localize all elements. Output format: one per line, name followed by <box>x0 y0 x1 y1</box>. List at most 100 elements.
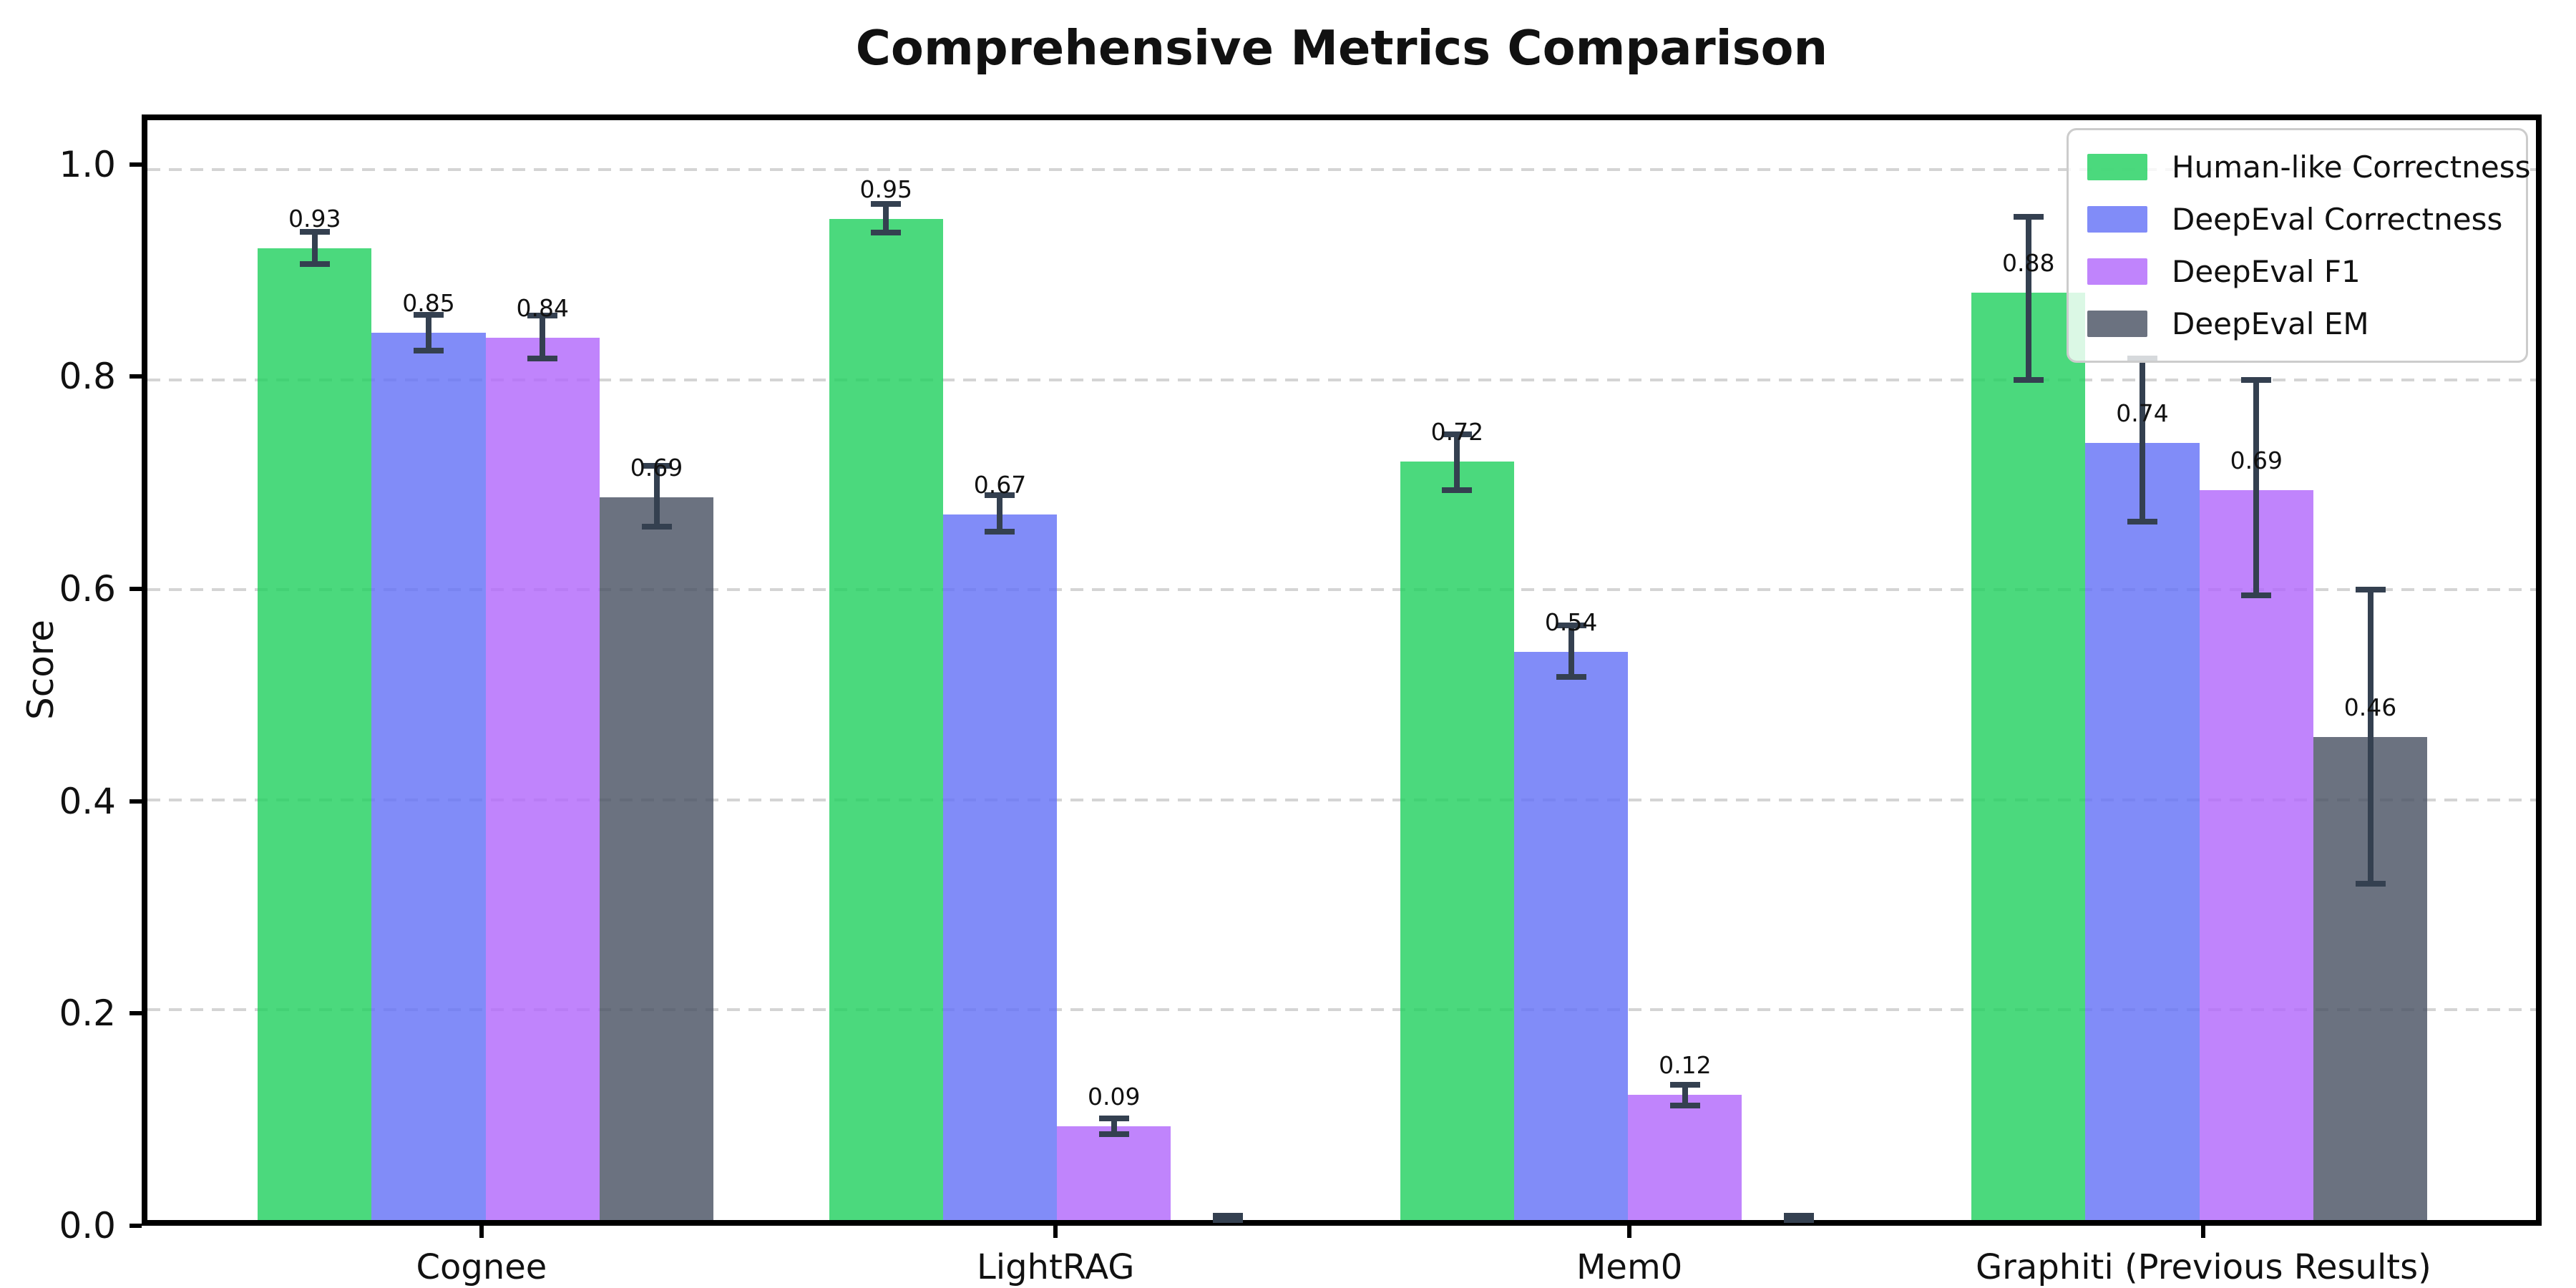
bar <box>1513 651 1629 1220</box>
error-bar-cap-bottom <box>1212 1217 1243 1223</box>
bar-value-label: 0.85 <box>402 288 455 317</box>
error-bar-cap-bottom <box>2355 881 2386 887</box>
bar <box>2085 442 2200 1220</box>
error-bar-cap-top <box>2013 214 2044 220</box>
legend-swatch <box>2087 206 2147 233</box>
error-bar-cap-top <box>1669 1081 1700 1088</box>
error-bar <box>2253 379 2260 595</box>
error-bar <box>1454 434 1460 490</box>
error-bar-cap-bottom <box>641 524 672 530</box>
error-bar-cap-bottom <box>414 347 444 353</box>
error-bar-cap-bottom <box>1556 674 1586 680</box>
error-bar-cap-bottom <box>1442 487 1473 493</box>
bar <box>942 514 1058 1220</box>
y-tick-label: 0.4 <box>59 780 116 822</box>
legend-item: DeepEval EM <box>2087 298 2507 350</box>
y-tick-label: 0.2 <box>59 992 116 1035</box>
error-bar-cap-top <box>2241 376 2272 383</box>
bar-value-label: 0.95 <box>859 175 912 204</box>
error-bar-cap-bottom <box>871 230 902 236</box>
legend-item: Human-like Correctness <box>2087 141 2531 193</box>
bar-value-label: 0.93 <box>288 205 341 233</box>
error-bar-cap-bottom <box>527 356 558 362</box>
gridline <box>147 798 2536 801</box>
x-tick-label: Cognee <box>416 1247 547 1287</box>
bar-value-label: 0.12 <box>1659 1051 1712 1080</box>
bar-value-label: 0.88 <box>2002 248 2055 277</box>
bar-value-label: 0.69 <box>2230 446 2283 474</box>
bar <box>1971 292 2086 1220</box>
x-axis: Cognee LightRAG Mem0 Graphiti (Previous Res… <box>142 1226 2542 1288</box>
legend-swatch <box>2087 258 2147 285</box>
bar-value-label: 0.09 <box>1088 1083 1141 1111</box>
y-axis: 0.0 0.2 0.4 0.6 0.8 1.0 <box>0 114 142 1244</box>
bar-value-label: 0.54 <box>1544 608 1598 636</box>
y-tick-mark <box>130 1224 142 1228</box>
x-tick-mark <box>479 1226 484 1238</box>
bar <box>258 248 372 1220</box>
bar-value-label: 0.72 <box>1430 418 1484 447</box>
error-bar <box>426 314 432 351</box>
error-bar-cap-top <box>1212 1213 1243 1219</box>
error-bar-cap-top <box>641 462 672 469</box>
bar <box>599 497 714 1220</box>
error-bar <box>540 316 546 359</box>
y-tick-label: 0.8 <box>59 356 116 398</box>
error-bar-cap-top <box>2355 587 2386 593</box>
bar-value-label: 0.67 <box>973 470 1027 499</box>
error-bar-cap-bottom <box>1098 1131 1129 1137</box>
error-bar <box>2140 358 2146 522</box>
error-bar <box>653 465 660 527</box>
error-bar <box>2367 590 2373 884</box>
error-bar-cap-top <box>1098 1115 1129 1121</box>
bar <box>2199 489 2313 1220</box>
chart-title: Comprehensive Metrics Comparison <box>855 20 1828 76</box>
y-tick-mark <box>130 162 142 167</box>
error-bar <box>1568 625 1574 678</box>
error-bar-cap-bottom <box>985 529 1015 535</box>
legend-label: DeepEval Correctness <box>2172 202 2503 237</box>
legend-item: DeepEval Correctness <box>2087 193 2507 245</box>
gridline <box>147 1008 2536 1012</box>
error-bar-cap-bottom <box>2127 518 2158 525</box>
error-bar-cap-bottom <box>2241 592 2272 598</box>
x-tick-mark <box>1053 1226 1058 1238</box>
bar-value-label: 0.74 <box>2116 399 2169 427</box>
bar <box>1400 462 1514 1220</box>
y-tick-mark <box>130 1011 142 1016</box>
gridline <box>147 588 2536 592</box>
y-tick-label: 0.6 <box>59 568 116 610</box>
error-bar-cap-bottom <box>299 261 330 268</box>
error-bar-cap-top <box>527 313 558 319</box>
legend-item: DeepEval F1 <box>2087 245 2507 298</box>
bar <box>371 332 486 1220</box>
bar <box>1628 1095 1742 1220</box>
legend-label: DeepEval EM <box>2172 306 2369 341</box>
error-bar-cap-top <box>1784 1213 1815 1219</box>
bar <box>1057 1126 1171 1220</box>
error-bar <box>997 495 1003 532</box>
y-tick-mark <box>130 799 142 804</box>
error-bar <box>1682 1084 1688 1106</box>
gridline <box>147 168 2536 171</box>
bar-value-label: 0.46 <box>2343 693 2397 721</box>
legend-swatch <box>2087 154 2147 180</box>
bar <box>829 219 943 1220</box>
error-bar-cap-top <box>299 228 330 235</box>
error-bar-cap-bottom <box>1784 1217 1815 1223</box>
error-bar-cap-top <box>1556 623 1586 629</box>
error-bar-cap-top <box>871 201 902 208</box>
error-bar <box>1111 1118 1117 1134</box>
legend-label: DeepEval F1 <box>2172 254 2361 289</box>
error-bar-cap-bottom <box>1669 1103 1700 1108</box>
y-tick-label: 0.0 <box>59 1205 116 1246</box>
bar-value-label: 0.84 <box>516 293 570 322</box>
legend-swatch <box>2087 311 2147 337</box>
error-bar <box>311 231 318 265</box>
y-tick-mark <box>130 587 142 592</box>
x-tick-mark <box>2201 1226 2206 1238</box>
error-bar <box>2025 217 2031 380</box>
legend: Human-like Correctness DeepEval Correctne… <box>2067 128 2531 363</box>
y-tick-mark <box>130 374 142 379</box>
